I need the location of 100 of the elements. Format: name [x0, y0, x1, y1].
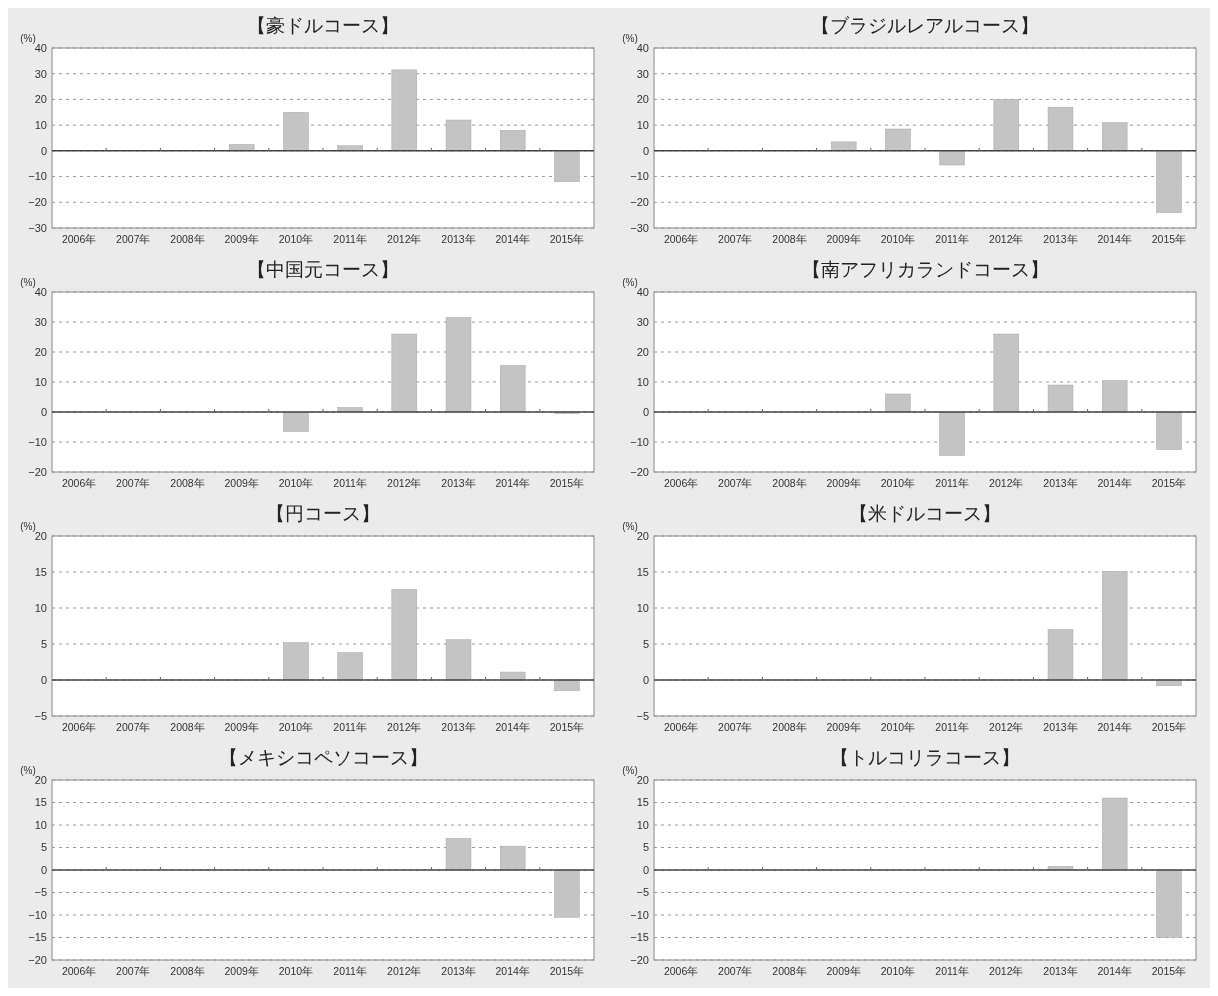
y-axis-title: (%) — [20, 33, 36, 44]
y-tick-label: 40 — [34, 41, 47, 54]
x-tick-label: 2012年 — [989, 965, 1024, 977]
y-tick-label: 20 — [34, 773, 47, 786]
y-tick-label: −20 — [28, 196, 47, 209]
y-tick-label: 10 — [34, 375, 47, 388]
y-tick-label: 0 — [642, 673, 649, 686]
x-tick-label: 2006年 — [663, 233, 699, 245]
x-tick-label: 2012年 — [989, 233, 1024, 245]
y-tick-label: 20 — [34, 93, 47, 106]
x-tick-label: 2014年 — [1097, 477, 1132, 489]
x-tick-label: 2006年 — [61, 721, 97, 733]
x-tick-label: 2009年 — [826, 965, 861, 977]
chart-title: 【米ドルコース】 — [849, 503, 1001, 524]
chart-title: 【メキシコペソコース】 — [218, 747, 428, 768]
x-tick-label: 2011年 — [333, 965, 367, 977]
x-tick-label: 2006年 — [61, 965, 97, 977]
x-tick-label: 2009年 — [224, 965, 259, 977]
x-tick-label: 2012年 — [387, 965, 422, 977]
x-tick-label: 2007年 — [718, 477, 753, 489]
y-tick-label: 5 — [40, 841, 47, 854]
y-tick-label: 5 — [642, 637, 649, 650]
x-tick-label: 2014年 — [1097, 965, 1132, 977]
x-tick-label: 2008年 — [170, 721, 205, 733]
y-tick-label: 10 — [636, 601, 649, 614]
y-tick-label: −30 — [630, 221, 649, 234]
x-tick-label: 2011年 — [333, 477, 367, 489]
x-tick-label: 2007年 — [116, 965, 151, 977]
x-tick-label: 2008年 — [772, 477, 807, 489]
y-tick-label: 5 — [40, 637, 47, 650]
x-tick-label: 2013年 — [1043, 233, 1078, 245]
x-tick-label: 2009年 — [224, 721, 259, 733]
x-tick-label: 2013年 — [1043, 477, 1078, 489]
x-tick-label: 2013年 — [1043, 965, 1078, 977]
x-tick-label: 2013年 — [441, 965, 476, 977]
chart-title: 【豪ドルコース】 — [247, 15, 399, 36]
y-tick-label: −5 — [636, 886, 649, 899]
x-tick-label: 2007年 — [116, 477, 151, 489]
y-axis-title: (%) — [622, 521, 638, 532]
x-tick-label: 2011年 — [333, 233, 367, 245]
x-tick-label: 2013年 — [441, 233, 476, 245]
y-axis-title: (%) — [20, 277, 36, 288]
y-tick-label: −10 — [28, 435, 47, 448]
y-tick-label: 10 — [636, 375, 649, 388]
x-tick-label: 2006年 — [61, 477, 97, 489]
chart-title: 【トルコリラコース】 — [830, 747, 1020, 768]
x-tick-label: 2009年 — [826, 477, 861, 489]
y-tick-label: 30 — [34, 67, 47, 80]
y-tick-label: 10 — [34, 601, 47, 614]
x-tick-label: 2010年 — [278, 477, 314, 489]
y-tick-label: 10 — [636, 118, 649, 131]
chart-title: 【南アフリカランドコース】 — [801, 259, 1049, 280]
y-tick-label: 30 — [34, 315, 47, 328]
x-tick-label: 2015年 — [549, 477, 585, 489]
x-tick-label: 2006年 — [61, 233, 97, 245]
x-tick-label: 2006年 — [663, 477, 699, 489]
x-tick-label: 2015年 — [1151, 233, 1187, 245]
y-tick-label: −10 — [630, 435, 649, 448]
y-tick-label: −10 — [630, 170, 649, 183]
y-tick-label: 15 — [34, 796, 47, 809]
x-tick-label: 2008年 — [772, 233, 807, 245]
y-tick-label: 10 — [636, 818, 649, 831]
x-tick-label: 2015年 — [1151, 477, 1187, 489]
x-tick-label: 2014年 — [495, 721, 530, 733]
x-tick-label: 2015年 — [549, 965, 585, 977]
y-tick-label: 0 — [40, 144, 47, 157]
x-tick-label: 2009年 — [224, 477, 259, 489]
y-tick-label: −5 — [636, 709, 649, 722]
y-tick-label: 20 — [34, 529, 47, 542]
x-tick-label: 2009年 — [224, 233, 259, 245]
y-tick-label: −5 — [34, 709, 47, 722]
y-tick-label: 20 — [34, 345, 47, 358]
chart-title: 【ブラジルレアルコース】 — [811, 15, 1039, 36]
x-tick-label: 2012年 — [387, 477, 422, 489]
x-tick-label: 2009年 — [826, 233, 861, 245]
y-tick-label: −20 — [630, 196, 649, 209]
y-tick-label: 15 — [34, 565, 47, 578]
x-tick-label: 2009年 — [826, 721, 861, 733]
x-tick-label: 2012年 — [387, 721, 422, 733]
y-tick-label: 0 — [40, 863, 47, 876]
y-tick-label: 0 — [642, 405, 649, 418]
y-tick-label: −20 — [28, 953, 47, 966]
x-tick-label: 2010年 — [278, 233, 314, 245]
x-tick-label: 2014年 — [1097, 233, 1132, 245]
x-tick-label: 2012年 — [387, 233, 422, 245]
chart-title: 【中国元コース】 — [247, 259, 399, 280]
y-tick-label: 0 — [642, 863, 649, 876]
x-tick-label: 2008年 — [170, 477, 205, 489]
y-tick-label: 0 — [642, 144, 649, 157]
x-tick-label: 2010年 — [880, 477, 916, 489]
y-tick-label: −15 — [630, 931, 649, 944]
x-tick-label: 2015年 — [1151, 721, 1187, 733]
x-tick-label: 2015年 — [549, 233, 585, 245]
y-tick-label: −10 — [630, 908, 649, 921]
y-tick-label: 40 — [34, 285, 47, 298]
y-tick-label: −5 — [34, 886, 47, 899]
x-tick-label: 2015年 — [549, 721, 585, 733]
x-tick-label: 2007年 — [718, 233, 753, 245]
y-tick-label: 5 — [642, 841, 649, 854]
y-tick-label: 10 — [34, 118, 47, 131]
